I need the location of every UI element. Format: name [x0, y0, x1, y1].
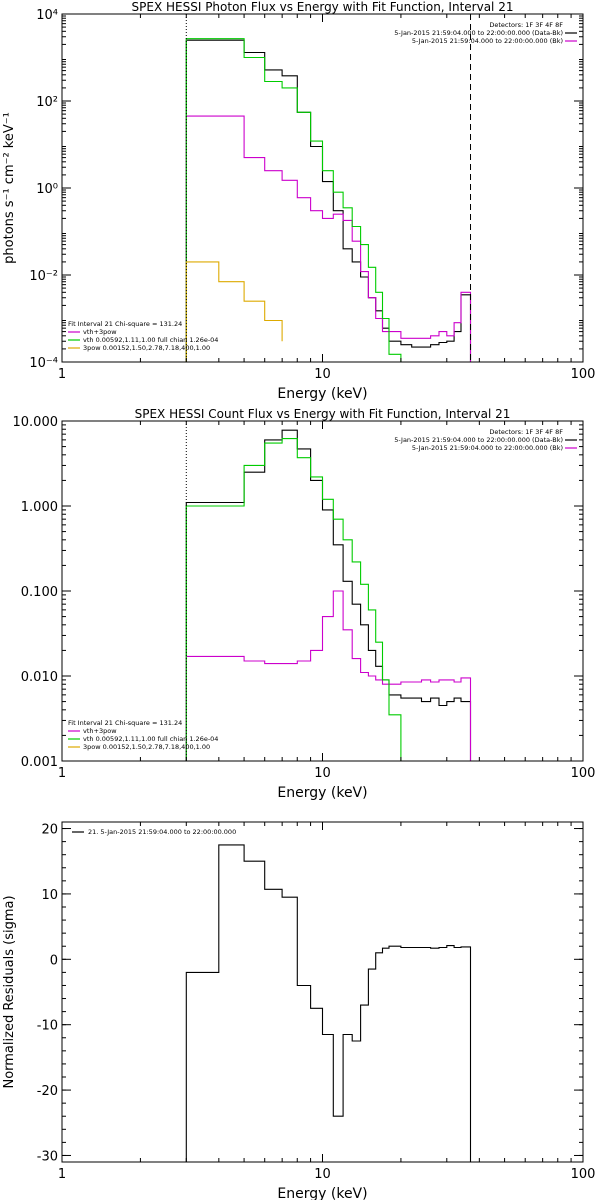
legend-entry-label: 5-Jan-2015 21:59:04.000 to 22:00:00.000 …	[412, 444, 563, 452]
chart-title: SPEX HESSI Photon Flux vs Energy with Fi…	[132, 0, 514, 14]
y-tick-label: 10⁴	[36, 8, 58, 23]
legend-entry-label: 5-Jan-2015 21:59:04.000 to 22:00:00.000 …	[394, 436, 563, 444]
y-tick-label: 10⁻²	[29, 269, 58, 284]
series-line-1	[185, 39, 472, 362]
series-line-1	[185, 844, 472, 1162]
x-tick-label: 1	[58, 766, 66, 781]
chart-panel-2: 1 10 100 0.001 0.010 0.100 1.000 10.000 SPEX HES…	[13, 407, 596, 801]
chart-title: SPEX HESSI Count Flux vs Energy with Fit…	[135, 407, 511, 421]
x-axis-label: Energy (keV)	[277, 1186, 367, 1200]
legend-entry-label: 5-Jan-2015 21:59:04.000 to 22:00:00.000 …	[394, 29, 563, 37]
x-tick-label: 10	[314, 367, 331, 382]
y-tick-label: 0.010	[21, 670, 58, 685]
series-line-4	[185, 261, 283, 362]
chart-panel-3: 1 10 100 -30 -20 -10 0 10 20 Energy (keV) Normaliz…	[2, 821, 596, 1200]
fit-legend-label: vth+3pow	[83, 328, 117, 336]
x-tick-label: 100	[571, 1167, 596, 1182]
series-line-2	[185, 590, 472, 761]
x-tick-label: 10	[314, 766, 331, 781]
y-tick-label: 0.001	[21, 755, 58, 770]
series-line-2	[185, 115, 472, 362]
y-tick-label: 0.100	[21, 585, 58, 600]
x-tick-label: 100	[571, 766, 596, 781]
x-tick-label: 1	[58, 1167, 66, 1182]
legend-entry-label: 5-Jan-2015 21:59:04.000 to 22:00:00.000 …	[412, 37, 563, 45]
residual-legend-label: 21. 5-Jan-2015 21:59:04.000 to 22:00:00.…	[88, 828, 236, 836]
y-tick-label: 10.000	[13, 415, 59, 430]
y-tick-label: -20	[37, 1084, 58, 1099]
series-line-1	[185, 429, 472, 761]
plot-frame	[61, 13, 584, 363]
plot-frame	[61, 821, 584, 1163]
y-tick-label: 10⁻⁴	[29, 356, 58, 371]
y-tick-label: 0	[50, 953, 58, 968]
y-tick-label: 10²	[36, 95, 58, 110]
x-axis-label: Energy (keV)	[277, 386, 367, 402]
y-tick-label: -30	[37, 1149, 58, 1164]
y-axis-label: photons s⁻¹ cm⁻² keV⁻¹	[2, 112, 17, 264]
series-line-3	[185, 38, 402, 362]
x-tick-label: 100	[571, 367, 596, 382]
fit-legend-header: Fit Interval 21 Chi-square = 131.24	[68, 320, 182, 328]
legend-header: Detectors: 1F 3F 4F 8F	[489, 428, 563, 436]
y-tick-label: -10	[37, 1019, 58, 1034]
legend-header: Detectors: 1F 3F 4F 8F	[489, 21, 563, 29]
plot-frame	[61, 420, 584, 762]
y-tick-label: 1.000	[21, 500, 58, 515]
y-tick-label: 10⁰	[36, 182, 58, 197]
y-tick-label: 10	[41, 888, 58, 903]
x-axis-label: Energy (keV)	[277, 785, 367, 801]
fit-legend-label: vth 0.00592,1.11,1.00 full chian 1.26e-0…	[83, 336, 218, 344]
x-tick-label: 1	[58, 367, 66, 382]
y-axis-label: Normalized Residuals (sigma)	[2, 895, 17, 1088]
y-tick-label: 20	[41, 823, 58, 838]
x-tick-label: 10	[314, 1167, 331, 1182]
fit-legend-label: vth+3pow	[83, 727, 117, 735]
fit-legend-label: vth 0.00592,1.11,1.00 full chian 1.26e-0…	[83, 735, 218, 743]
fit-legend-label: 3pow 0.00152,1.50,2.78,7.18,400,1.00	[83, 743, 210, 751]
fit-legend-label: 3pow 0.00152,1.50,2.78,7.18,400,1.00	[83, 344, 210, 352]
fit-legend-header: Fit Interval 21 Chi-square = 131.24	[68, 719, 182, 727]
series-line-3	[185, 438, 402, 761]
chart-panel-1: 1 10 100 10⁻⁴ 10⁻² 10⁰ 10² 10⁴ SPEX HESSI Photon…	[2, 0, 595, 402]
